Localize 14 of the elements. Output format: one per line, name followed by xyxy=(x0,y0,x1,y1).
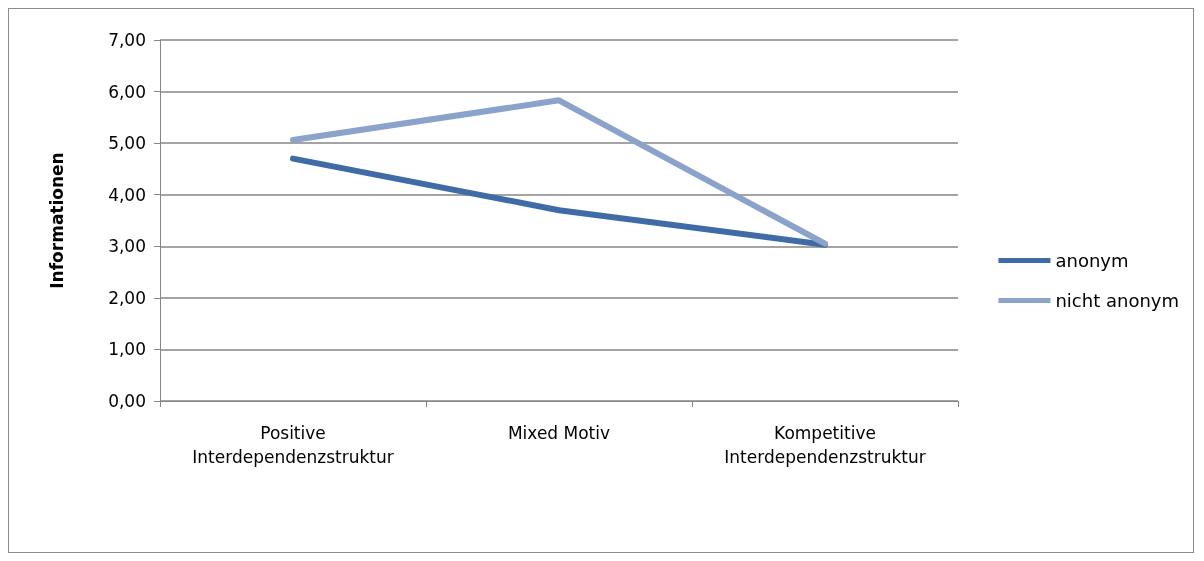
x-tick-label: Mixed Motiv xyxy=(507,423,611,443)
legend-label: nicht anonym xyxy=(1055,290,1180,311)
y-tick-label: 7,00 xyxy=(108,30,146,50)
legend-label: anonym xyxy=(1055,250,1129,271)
y-axis-title: Informationen xyxy=(46,152,67,289)
y-tick-label: 1,00 xyxy=(108,339,146,360)
y-tick-label: 6,00 xyxy=(108,81,146,102)
x-tick-label: Kompetitive Interdependenzstruktur xyxy=(724,423,926,467)
y-tick-label: 0,00 xyxy=(108,391,146,411)
y-tick-label: 5,00 xyxy=(108,133,146,154)
y-tick-label: 4,00 xyxy=(108,184,146,205)
x-tick-label: Positive Interdependenzstruktur xyxy=(192,423,394,467)
y-tick-label: 2,00 xyxy=(108,287,146,308)
y-tick-label: 3,00 xyxy=(108,236,146,257)
